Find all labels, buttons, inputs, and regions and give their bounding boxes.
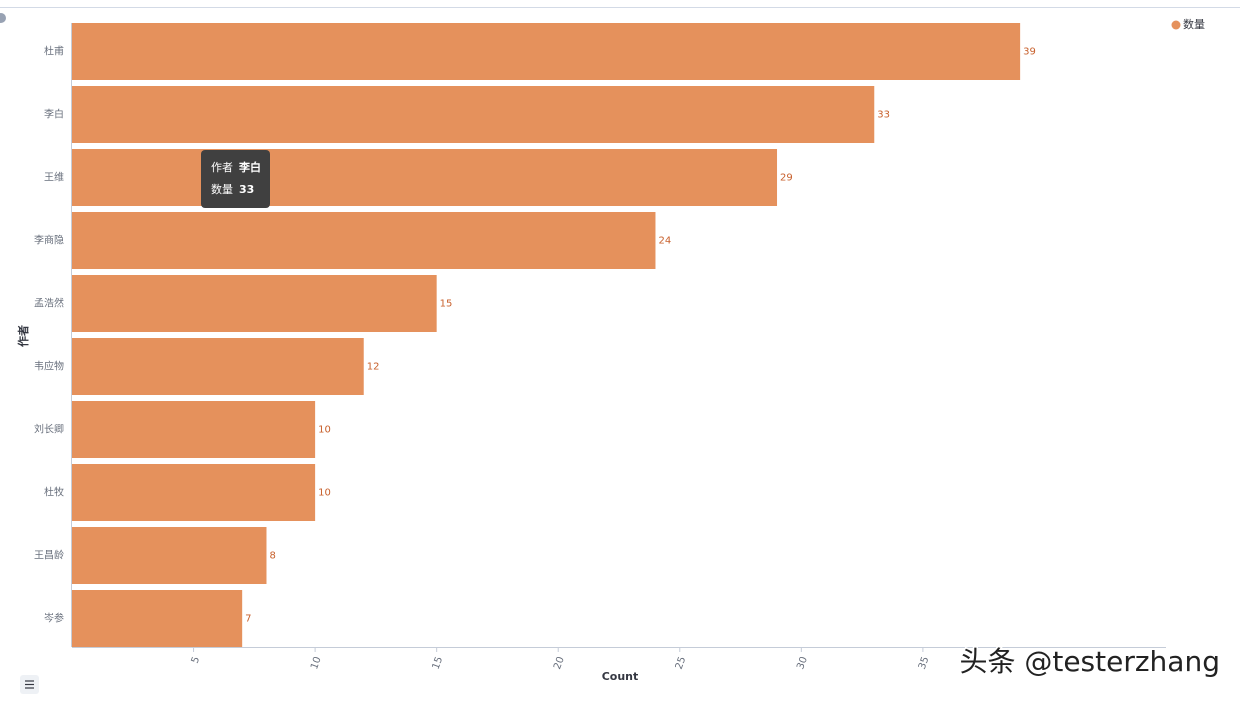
y-tick-label: 杜甫 (44, 45, 64, 58)
x-tick-label: 15 (431, 655, 446, 671)
y-tick-label: 李商隐 (34, 234, 64, 247)
bar (72, 212, 656, 269)
value-label: 10 (318, 425, 331, 436)
y-tick-label: 李白 (44, 108, 64, 121)
bar (72, 590, 243, 647)
watermark: 头条 @testerzhang (959, 645, 1220, 678)
value-label: 10 (318, 488, 331, 499)
bar (72, 527, 267, 584)
x-tick-label: 5 (190, 655, 203, 665)
value-label: 15 (440, 299, 453, 310)
bar (72, 401, 316, 458)
x-tick-label: 30 (795, 655, 810, 671)
value-label: 8 (269, 551, 275, 562)
y-axis-label: 作者 (16, 325, 30, 347)
value-label: 24 (658, 236, 671, 247)
y-tick-label: 王昌龄 (34, 549, 64, 562)
tooltip-label: 作者 (211, 161, 233, 174)
bar (72, 86, 875, 143)
bar (72, 275, 437, 332)
legend-swatch (1171, 20, 1181, 30)
tooltip-value: 李白 (238, 160, 261, 174)
bar (72, 338, 364, 395)
value-label: 12 (367, 362, 380, 373)
y-tick-label: 岑参 (44, 612, 64, 625)
x-tick-label: 35 (917, 655, 932, 671)
value-label: 39 (1023, 47, 1036, 58)
tooltip: 作者 李白 数量 33 (201, 150, 270, 208)
value-label: 33 (877, 110, 890, 121)
tooltip-label: 数量 (211, 183, 233, 196)
x-tick-label: 10 (309, 655, 324, 671)
legend-label: 数量 (1183, 18, 1205, 31)
list-icon (25, 680, 34, 689)
y-tick-label: 孟浩然 (34, 297, 64, 310)
y-tick-label: 杜牧 (44, 486, 64, 499)
tooltip-value: 33 (239, 183, 254, 196)
value-label: 7 (245, 614, 251, 625)
bar (72, 149, 778, 206)
x-tick-label: 25 (674, 655, 689, 671)
x-tick-label: 20 (552, 655, 567, 671)
bar (72, 23, 1021, 80)
bar (72, 464, 316, 521)
y-tick-label: 王维 (44, 171, 64, 184)
y-tick-label: 刘长卿 (34, 424, 64, 436)
tooltip-box (201, 150, 270, 208)
y-tick-label: 韦应物 (34, 360, 64, 373)
x-axis-label: Count (602, 670, 639, 683)
value-label: 29 (780, 173, 793, 184)
info-icon[interactable] (0, 13, 6, 23)
plot: 5 10 15 20 25 30 35 杜甫 39 李白 33 王维 29 李商隐 24 孟浩然 15 韦应物 12… (34, 23, 1166, 671)
